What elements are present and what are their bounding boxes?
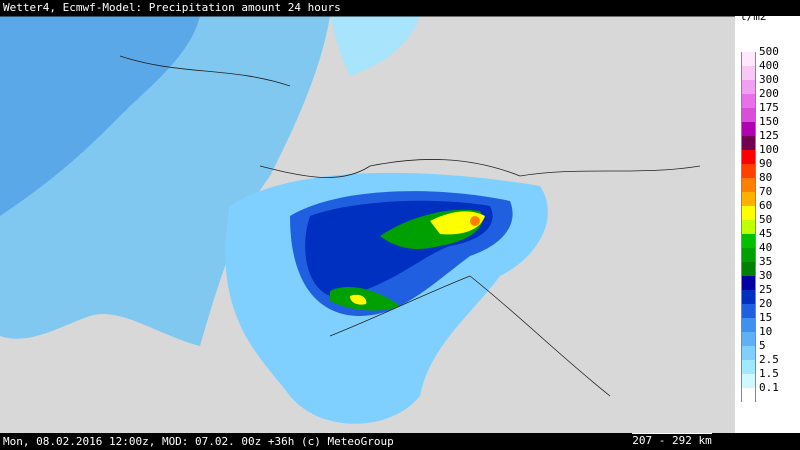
footer: Mon, 08.02.2016 12:00z, MOD: 07.02. 00z … (3, 435, 394, 448)
scale-bar: 207 - 292 km (632, 433, 712, 447)
legend-label: 1.5 (759, 367, 779, 380)
legend-swatch (741, 150, 756, 164)
legend-label: 175 (759, 101, 779, 114)
legend-label: 0.1 (759, 381, 779, 394)
legend-swatch (741, 178, 756, 192)
legend-swatch (741, 374, 756, 388)
legend-swatch (741, 290, 756, 304)
legend-label: 30 (759, 269, 773, 282)
legend-swatch (741, 276, 756, 290)
legend-swatch (741, 360, 756, 374)
legend-swatch (741, 304, 756, 318)
legend-swatch (741, 80, 756, 94)
legend-swatch (741, 164, 756, 178)
legend-label: 20 (759, 297, 773, 310)
legend-label: 80 (759, 171, 773, 184)
borders (119, 55, 701, 397)
legend-label: 45 (759, 227, 773, 240)
legend-swatch (741, 346, 756, 360)
legend-label: 50 (759, 213, 773, 226)
legend-swatch (741, 318, 756, 332)
top-bar: Wetter4, Ecmwf-Model: Precipitation amou… (0, 0, 800, 16)
legend-label: 70 (759, 185, 773, 198)
legend-label: 5 (759, 339, 766, 352)
legend-swatch (741, 262, 756, 276)
legend-swatch (741, 192, 756, 206)
title: Wetter4, Ecmwf-Model: Precipitation amou… (3, 1, 341, 14)
precip-yellow-south (350, 294, 367, 305)
legend-label: 90 (759, 157, 773, 170)
legend-label: 40 (759, 241, 773, 254)
precip-yellow (430, 211, 485, 235)
legend-label: 2.5 (759, 353, 779, 366)
legend-label: 500 (759, 45, 779, 58)
legend-swatch (741, 122, 756, 136)
bottom-bar: Mon, 08.02.2016 12:00z, MOD: 07.02. 00z … (0, 433, 800, 450)
legend-swatch (741, 94, 756, 108)
legend-label: 10 (759, 325, 773, 338)
legend-swatch (741, 388, 756, 402)
legend-swatch (741, 234, 756, 248)
legend-swatch (741, 52, 756, 66)
legend-swatch (741, 108, 756, 122)
legend-label: 35 (759, 255, 773, 268)
precip-orange (470, 216, 480, 226)
precip-west-heavy (0, 16, 200, 216)
legend-label: 400 (759, 59, 779, 72)
legend-swatch (741, 220, 756, 234)
legend-swatch (741, 332, 756, 346)
legend-label: 60 (759, 199, 773, 212)
legend-label: 15 (759, 311, 773, 324)
legend-swatch (741, 136, 756, 150)
precip-north (330, 16, 420, 76)
legend-label: 100 (759, 143, 779, 156)
legend-label: 200 (759, 87, 779, 100)
legend-swatch (741, 248, 756, 262)
legend-label: 150 (759, 115, 779, 128)
legend-label: 125 (759, 129, 779, 142)
legend-label: 25 (759, 283, 773, 296)
map (0, 16, 735, 433)
legend-swatch (741, 66, 756, 80)
legend-swatch (741, 206, 756, 220)
legend-label: 300 (759, 73, 779, 86)
legend: 500 400 300 200 175 150 125 100 90 80 70 60 50 45 40 35… (735, 16, 800, 433)
